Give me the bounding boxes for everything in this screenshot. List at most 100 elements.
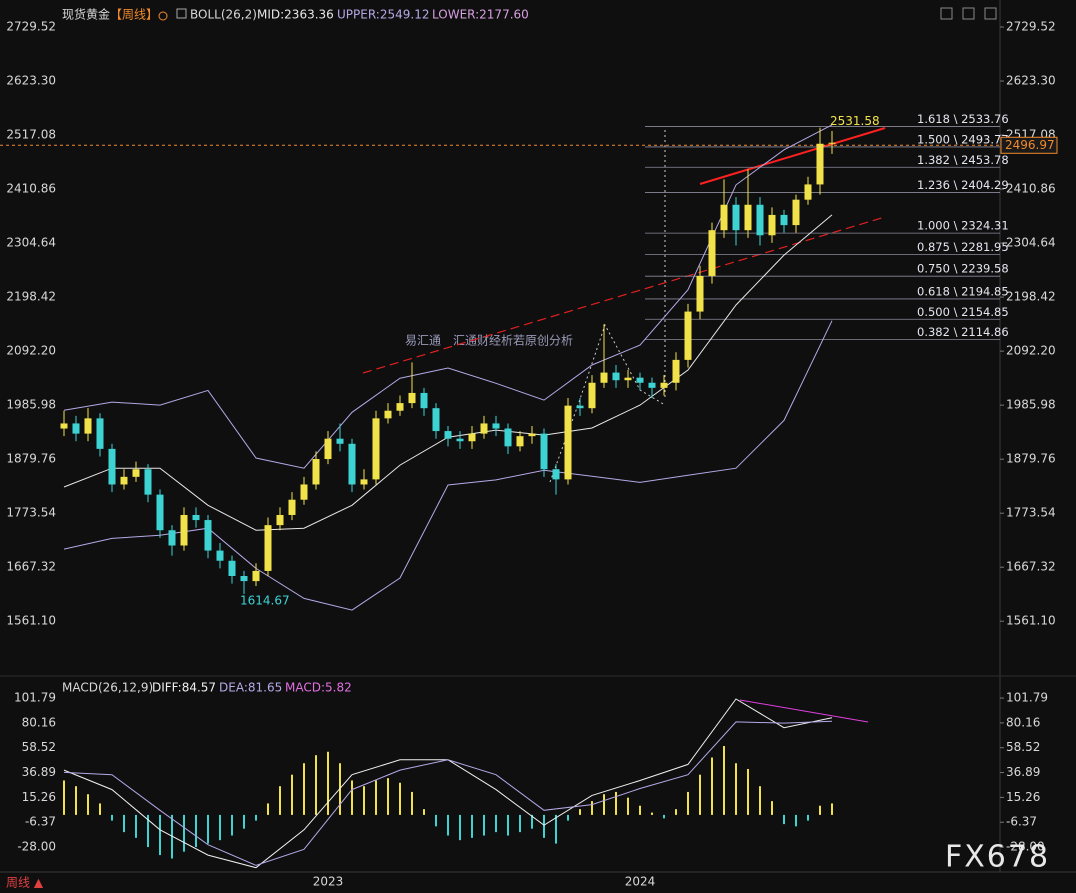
y-tick-label: 2410.86: [6, 182, 56, 196]
y-tick-label: 80.16: [22, 715, 56, 729]
footer-period[interactable]: 周线 ▲: [6, 876, 44, 890]
window-buttons: [940, 7, 997, 20]
candle-body: [744, 204, 752, 231]
y-tick-label: 2623.30: [6, 74, 56, 88]
candle-body: [264, 525, 272, 571]
candle-body: [624, 377, 632, 381]
macd-bar: [783, 814, 785, 825]
y-tick-label: 2092.20: [1006, 344, 1056, 358]
macd-bar: [807, 814, 809, 821]
y-tick-label: 36.89: [22, 765, 56, 779]
macd-bar: [687, 791, 689, 815]
candle-body: [156, 494, 164, 531]
y-tick-label: 1667.32: [6, 560, 56, 574]
y-tick-label: -6.37: [25, 815, 56, 829]
macd-bar: [303, 763, 305, 815]
macd-bar: [555, 814, 557, 844]
y-tick-label: 58.52: [22, 740, 56, 754]
boll-upper-line: [63, 124, 833, 469]
candle-body: [408, 392, 416, 404]
candle-body: [636, 377, 644, 383]
candle-body: [216, 550, 224, 561]
candle-body: [648, 382, 656, 388]
macd-bar: [195, 814, 197, 848]
macd-bar: [363, 786, 365, 815]
macd-indicator: MACD(26,12,9): [62, 681, 153, 695]
button[interactable]: [984, 7, 997, 20]
y-tick-label: 2410.86: [1006, 182, 1056, 196]
macd-bar: [87, 794, 89, 815]
period-icon[interactable]: [158, 11, 168, 21]
candle-body: [96, 418, 104, 449]
button[interactable]: [962, 7, 975, 20]
macd-bar: [99, 803, 101, 815]
boll-mid: MID:2363.36: [257, 8, 334, 22]
macd-bar: [579, 809, 581, 815]
macd-bar: [207, 814, 209, 844]
candle-body: [792, 199, 800, 226]
fib-label: 1.000 \ 2324.31: [917, 219, 1009, 233]
macd-bar: [471, 814, 473, 838]
candle-body: [204, 520, 212, 551]
macd-bar: [591, 801, 593, 815]
candle-body: [144, 469, 152, 495]
macd-bar: [459, 814, 461, 841]
macd-bar: [483, 814, 485, 836]
macd-bar: [147, 814, 149, 848]
candle-body: [108, 448, 116, 485]
macd-bar: [291, 774, 293, 815]
x-tick-label: 2023: [313, 875, 344, 889]
y-tick-label: 101.79: [14, 691, 56, 705]
y-tick-label: 1773.54: [6, 506, 56, 520]
candle-body: [480, 423, 488, 434]
last-price-label: 2496.97: [1005, 138, 1055, 152]
fib-label: 1.382 \ 2453.78: [917, 153, 1009, 167]
y-tick-label: 15.26: [1006, 790, 1040, 804]
macd-bar: [327, 751, 329, 815]
candle-body: [384, 410, 392, 419]
watermark: 易汇通 汇通财经析若原创分析: [405, 334, 573, 348]
indicator-icon[interactable]: [176, 8, 187, 19]
fib-label: 0.750 \ 2239.58: [917, 262, 1009, 276]
candle-body: [672, 359, 680, 383]
candle-body: [228, 560, 236, 577]
wave-line: [549, 323, 666, 483]
button[interactable]: [940, 7, 953, 20]
dea-line: [63, 720, 833, 866]
candle-body: [720, 204, 728, 231]
macd-bar: [219, 814, 221, 841]
y-tick-label: -28.00: [1006, 840, 1045, 854]
y-tick-label: 2304.64: [6, 236, 56, 250]
logo: FX678: [945, 840, 1050, 875]
candle-body: [360, 479, 368, 485]
macd-bar: [651, 812, 653, 815]
macd-bar: [375, 780, 377, 815]
candle-body: [768, 214, 776, 236]
last-price-tag: [1000, 136, 1058, 154]
macd-value: MACD:5.82: [285, 681, 352, 695]
trendline: [699, 127, 886, 185]
candle-body: [60, 423, 68, 429]
candle-body: [588, 382, 596, 409]
macd-bar: [315, 755, 317, 815]
macd-bar: [603, 794, 605, 815]
candle-body: [564, 405, 572, 480]
candle-body: [816, 143, 824, 185]
macd-bar: [411, 791, 413, 815]
macd-bar: [183, 814, 185, 852]
candle-body: [492, 423, 500, 429]
candle-body: [456, 438, 464, 442]
candle-body: [684, 311, 692, 360]
y-tick-label: 2623.30: [1006, 74, 1056, 88]
macd-bar: [399, 782, 401, 815]
candle-body: [300, 484, 308, 500]
y-tick-label: 2092.20: [6, 344, 56, 358]
macd-bar: [795, 814, 797, 827]
y-tick-label: 2517.08: [6, 128, 56, 142]
macd-bar: [243, 814, 245, 829]
candle-body: [312, 459, 320, 485]
candle-body: [756, 204, 764, 236]
candle-body: [372, 418, 380, 480]
candle-body: [432, 408, 440, 432]
